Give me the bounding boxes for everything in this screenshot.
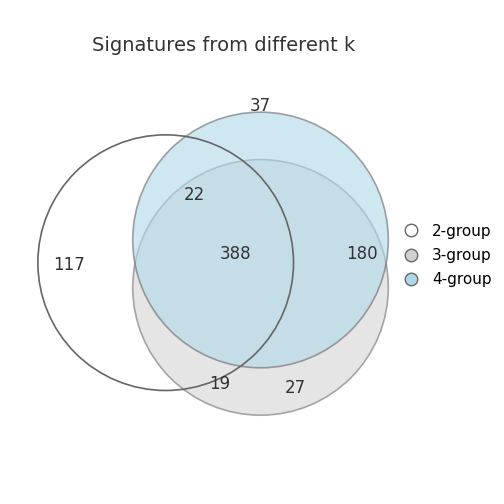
Text: 22: 22 <box>184 185 205 204</box>
Text: 37: 37 <box>250 97 271 115</box>
Text: 180: 180 <box>346 245 377 264</box>
Text: 27: 27 <box>285 380 306 398</box>
Legend: 2-group, 3-group, 4-group: 2-group, 3-group, 4-group <box>396 224 492 287</box>
Text: 19: 19 <box>209 375 230 393</box>
Circle shape <box>133 112 389 368</box>
Circle shape <box>133 160 389 415</box>
Title: Signatures from different k: Signatures from different k <box>92 36 355 55</box>
Text: 117: 117 <box>53 256 85 274</box>
Text: 388: 388 <box>220 245 251 264</box>
